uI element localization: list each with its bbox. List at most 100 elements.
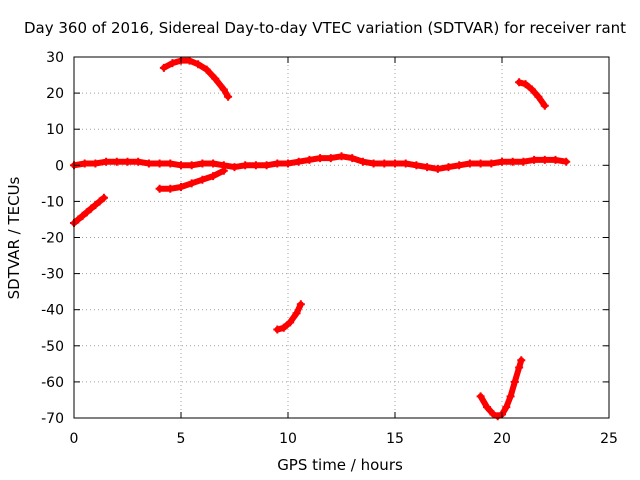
data-point <box>540 155 549 164</box>
data-point <box>134 157 143 166</box>
data-point <box>230 163 239 172</box>
data-point <box>527 85 536 94</box>
data-point <box>273 159 282 168</box>
data-point <box>487 159 496 168</box>
data-point <box>155 184 164 193</box>
grid <box>74 57 609 418</box>
data-point <box>433 164 442 173</box>
y-tick-label: -10 <box>41 194 64 210</box>
y-tick-label: 0 <box>55 158 64 174</box>
data-point <box>455 161 464 170</box>
y-axis-title: SDTVAR / TECUs <box>5 176 23 299</box>
data-point <box>219 85 228 94</box>
data-point <box>423 163 432 172</box>
x-tick-label: 15 <box>386 431 404 447</box>
x-tick-label: 0 <box>70 431 79 447</box>
data-point <box>358 157 367 166</box>
data-point <box>87 204 96 213</box>
data-point <box>316 154 325 163</box>
data-point <box>510 377 519 386</box>
data-point <box>219 166 228 175</box>
data-point <box>515 363 524 372</box>
y-tick-label: 30 <box>46 50 64 66</box>
data-point <box>202 65 211 74</box>
data-point <box>506 392 515 401</box>
series-main-band <box>70 152 571 173</box>
data-point <box>82 208 91 217</box>
data-point <box>78 211 87 220</box>
series-arc-5h <box>159 56 233 101</box>
data-point <box>177 182 185 191</box>
x-tick-label: 20 <box>493 431 511 447</box>
data-point <box>262 161 271 170</box>
data-point <box>95 197 104 206</box>
series-layer <box>70 56 571 421</box>
data-point <box>412 161 421 170</box>
data-point <box>168 59 177 68</box>
data-point <box>489 410 498 419</box>
data-point <box>444 163 453 172</box>
y-tick-label: 20 <box>46 86 64 102</box>
data-point <box>279 323 288 332</box>
data-point <box>91 201 100 210</box>
data-point <box>185 56 194 65</box>
x-tick-label: 5 <box>177 431 186 447</box>
data-point <box>391 159 399 168</box>
data-point <box>187 179 196 188</box>
data-point <box>112 157 121 166</box>
series-arc-10h <box>273 300 305 334</box>
data-point <box>166 184 175 193</box>
y-tick-label: 10 <box>46 122 64 138</box>
data-point <box>292 309 301 318</box>
data-point <box>508 157 517 166</box>
data-point <box>530 155 539 164</box>
data-point <box>273 325 282 334</box>
y-tick-label: -20 <box>41 231 64 247</box>
data-point <box>102 157 111 166</box>
data-point <box>305 155 314 164</box>
data-point <box>99 193 108 202</box>
data-point <box>198 159 207 168</box>
data-point <box>348 154 357 163</box>
data-point <box>502 403 511 412</box>
series-line-arc-20h <box>477 357 525 420</box>
data-point <box>476 159 485 168</box>
data-point <box>166 159 175 168</box>
x-axis-title: GPS time / hours <box>277 456 403 474</box>
data-point <box>198 175 207 184</box>
data-point <box>177 161 185 170</box>
data-point <box>159 63 168 72</box>
data-point <box>155 159 164 168</box>
data-point <box>401 159 410 168</box>
data-point <box>241 161 250 170</box>
y-tick-label: -60 <box>41 375 64 391</box>
y-tick-label: -50 <box>41 339 64 355</box>
data-point <box>369 159 378 168</box>
data-point <box>294 157 303 166</box>
data-point <box>211 74 220 83</box>
data-point <box>521 80 530 89</box>
data-point <box>498 157 506 166</box>
data-point <box>380 159 389 168</box>
series-arc-4h <box>155 166 228 193</box>
data-point <box>284 159 292 168</box>
data-point <box>483 403 492 412</box>
data-point <box>540 101 549 110</box>
data-point <box>144 159 153 168</box>
y-tick-label: -70 <box>41 411 64 427</box>
data-point <box>551 155 560 164</box>
data-point <box>562 157 571 166</box>
tick-labels: 0 5 10 15 20 25 -70 -60 -50 -40 -30 -20 -10 0 10 20 30 <box>41 50 618 447</box>
series-arc-20h <box>476 356 526 421</box>
ticks <box>73 56 610 419</box>
data-point <box>465 159 474 168</box>
data-point <box>517 356 526 365</box>
data-point <box>91 159 100 168</box>
chart-title: Day 360 of 2016, Sidereal Day-to-day VTE… <box>24 19 626 37</box>
data-point <box>286 318 295 327</box>
data-point <box>80 159 89 168</box>
data-point <box>209 172 218 181</box>
data-point <box>493 412 502 421</box>
